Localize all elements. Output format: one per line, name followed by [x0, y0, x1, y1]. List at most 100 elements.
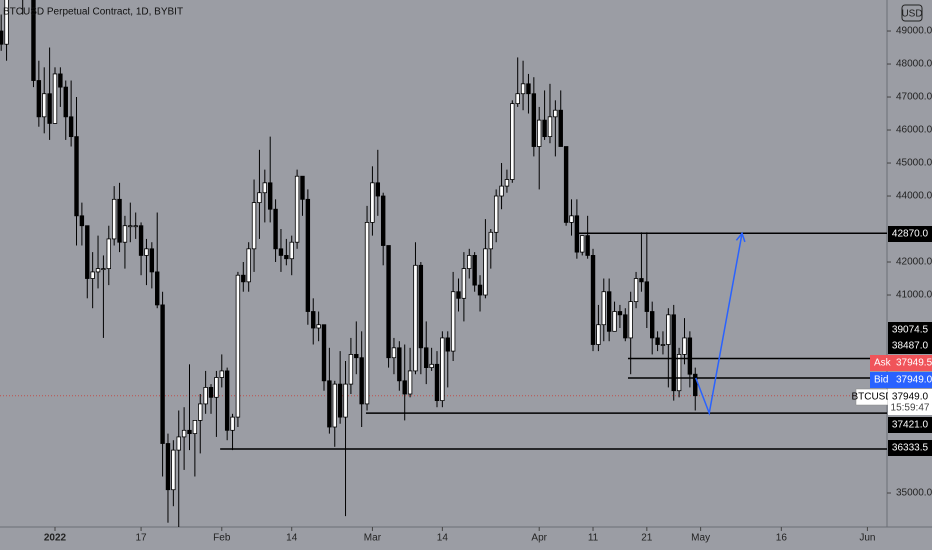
candle-body — [370, 182, 375, 223]
candle-body — [671, 314, 676, 392]
candle-body — [192, 420, 198, 435]
projection-path — [695, 233, 743, 416]
candle-body — [337, 383, 343, 418]
candle-body — [165, 443, 171, 491]
candle-body — [639, 278, 644, 283]
candle-body — [68, 116, 74, 138]
candle-body — [537, 119, 542, 147]
candle-body — [36, 80, 42, 118]
candle-body — [230, 416, 235, 431]
candle-body — [633, 278, 639, 303]
candle-body — [461, 268, 467, 299]
level-label: 39074.5 — [892, 325, 929, 336]
candle-body — [63, 86, 68, 118]
x-tick-label: 14 — [286, 533, 298, 544]
currency-box[interactable] — [901, 4, 923, 22]
candle-body — [413, 264, 418, 372]
candle-body — [203, 387, 208, 405]
candle-body — [85, 225, 90, 279]
candle-body — [515, 93, 520, 105]
candle-body — [526, 83, 531, 95]
candle-body — [456, 291, 461, 299]
y-tick-label: 45000.0 — [896, 158, 932, 169]
candle-body — [623, 314, 628, 339]
candle-body — [493, 195, 499, 233]
candle-body — [294, 175, 300, 243]
axes: 35000.0 41000.0 42000.0 44000.0 45000.0 46000… — [44, 26, 932, 544]
candle-body — [504, 179, 510, 187]
candle-body — [450, 291, 456, 352]
candle-body — [289, 241, 294, 260]
candle-body — [434, 363, 440, 402]
candle-body — [251, 202, 257, 250]
y-tick-label: 42000.0 — [896, 257, 932, 268]
candle-body — [187, 429, 192, 435]
candle-body — [241, 274, 246, 283]
candle-body — [660, 344, 666, 346]
candle-body — [655, 337, 660, 345]
candle-body — [424, 347, 429, 369]
y-tick-label: 49000.0 — [896, 26, 932, 37]
candle-body — [553, 109, 558, 118]
level-label-box — [888, 440, 932, 456]
candle-body — [569, 215, 574, 223]
ask-price: 37949.5 — [896, 358, 932, 369]
candle-body — [90, 271, 95, 279]
candle-body — [235, 274, 241, 418]
candle-body — [676, 354, 682, 392]
candle-body — [149, 248, 155, 273]
last-price-box — [888, 389, 932, 415]
candle-body — [31, 0, 36, 81]
candle-body — [181, 429, 187, 438]
level-label: 37421.0 — [892, 420, 929, 431]
candle-body — [407, 370, 413, 395]
candle-body — [628, 301, 633, 339]
candle-body — [531, 93, 537, 147]
candle-body — [42, 93, 47, 118]
candle-body — [224, 370, 230, 431]
candle-body — [348, 354, 354, 385]
candle-body — [596, 324, 601, 345]
candle-body — [354, 354, 359, 359]
x-tick-label: Mar — [364, 533, 382, 544]
candle-body — [563, 146, 569, 223]
currency: USD — [901, 9, 922, 20]
candle-body — [79, 215, 85, 227]
candle-body — [144, 248, 149, 256]
candle-body — [133, 225, 138, 228]
candle-body — [278, 248, 284, 256]
candle-body — [117, 198, 122, 243]
candle-body — [467, 255, 472, 270]
candle-body — [397, 347, 402, 382]
candle-body — [520, 83, 526, 95]
candle-body — [176, 436, 181, 451]
candle-body — [499, 185, 504, 197]
bid-box — [870, 372, 932, 388]
candle-body — [612, 311, 617, 332]
candle-body — [617, 311, 623, 316]
x-tick-label: 17 — [136, 533, 148, 544]
x-tick-label: May — [691, 533, 710, 544]
level-label-box — [888, 338, 932, 354]
y-tick-label: 46000.0 — [896, 125, 932, 136]
candle-body — [542, 119, 547, 138]
candle-body — [510, 103, 515, 180]
candle-body — [305, 198, 311, 312]
candle-body — [386, 245, 391, 359]
candle-body — [311, 311, 316, 329]
candle-body — [273, 208, 278, 250]
candle-body — [95, 268, 101, 273]
candle-body — [445, 337, 450, 352]
candle-body — [488, 231, 493, 250]
candle-body — [155, 271, 160, 306]
level-label: 38487.0 — [892, 341, 929, 352]
candle-body — [666, 314, 671, 345]
candle-body — [606, 291, 612, 332]
x-tick-label: Feb — [213, 533, 231, 544]
level-label: 36333.5 — [892, 443, 929, 454]
candle-body — [429, 363, 434, 369]
candle-body — [650, 311, 655, 339]
last-price: 37949.0 — [892, 392, 929, 403]
y-tick-label: 44000.0 — [896, 191, 932, 202]
